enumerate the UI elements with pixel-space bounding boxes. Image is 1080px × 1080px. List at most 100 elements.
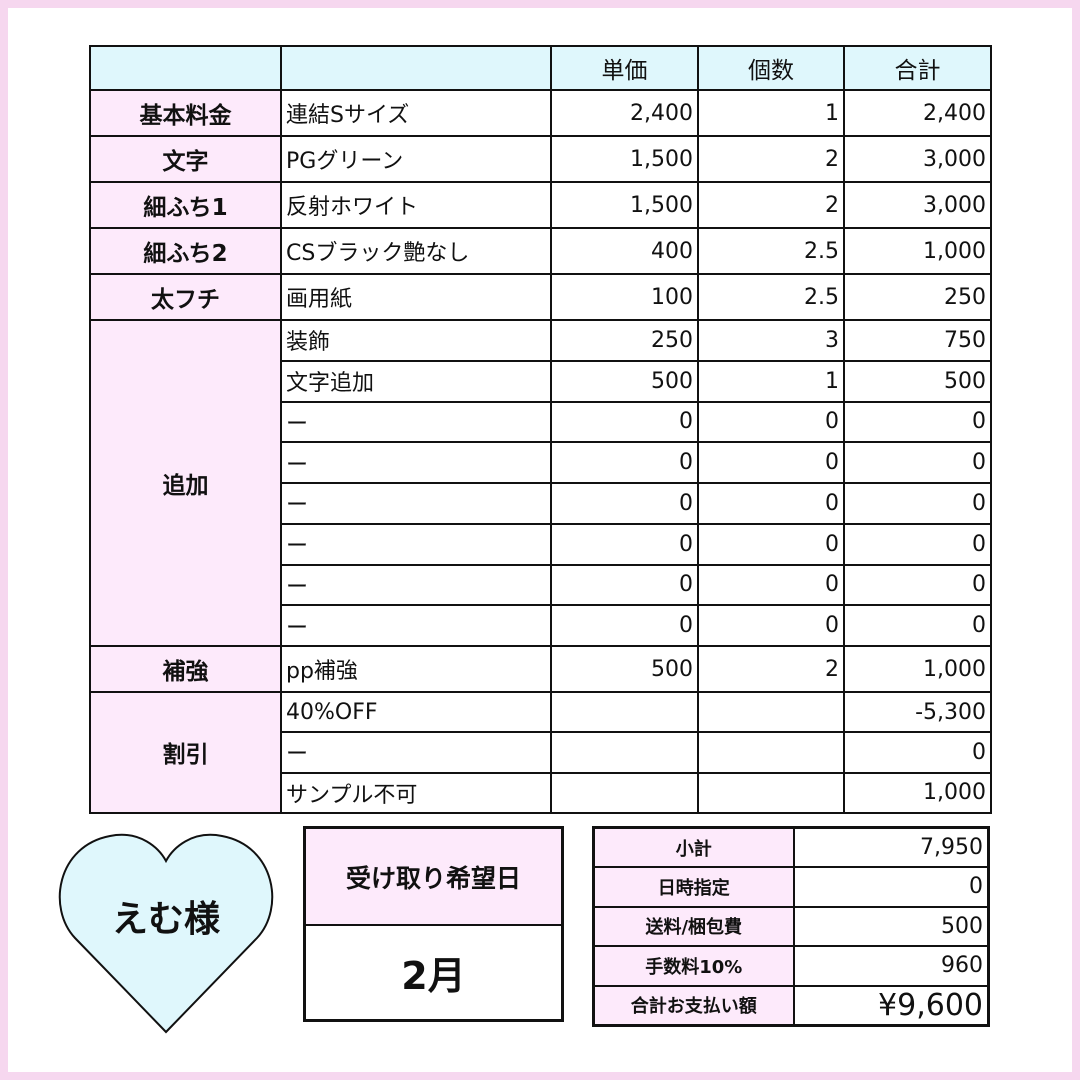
quantity: 3: [697, 319, 845, 362]
item-name: pp補強: [280, 645, 552, 693]
pickup-date-box: 受け取り希望日 2月: [303, 826, 564, 1022]
table-row: 割引 40%OFF -5,300: [89, 690, 992, 814]
summary-row: 送料/梱包費 500: [592, 905, 990, 947]
item-name: 装飾: [280, 319, 552, 362]
header-cell: 合計: [843, 45, 992, 91]
unit-price: 0: [550, 400, 699, 444]
unit-price: 0: [550, 482, 699, 525]
quantity: [697, 731, 845, 774]
summary-row: 合計お支払い額 ¥9,600: [592, 984, 990, 1026]
customer-name: えむ様: [111, 899, 220, 940]
summary-value: 960: [792, 945, 990, 987]
unit-price: 0: [550, 441, 699, 484]
item-name: ー: [280, 400, 552, 444]
item-name: ー: [280, 563, 552, 607]
unit-price: 500: [550, 359, 699, 403]
summary-label: 手数料10%: [592, 945, 795, 987]
table-row: 基本料金 連結Sサイズ 2,400 1 2,400: [89, 89, 992, 137]
quantity: 2: [697, 181, 845, 229]
summary-label: 日時指定: [592, 866, 795, 908]
table-row: 細ふち1 反射ホワイト 1,500 2 3,000: [89, 181, 992, 229]
quantity: [697, 690, 845, 734]
item-name: サンプル不可: [280, 771, 552, 814]
item-name: 文字追加: [280, 359, 552, 403]
unit-price: [550, 690, 699, 734]
quantity: 1: [697, 89, 845, 137]
table-row: 太フチ 画用紙 100 2.5 250: [89, 273, 992, 321]
summary-value: ¥9,600: [792, 984, 990, 1026]
summary-row: 日時指定 0: [592, 866, 990, 908]
header-row: 単価 個数 合計: [89, 45, 992, 91]
header-cell: 個数: [697, 45, 845, 91]
unit-price: 0: [550, 604, 699, 647]
price-table: 単価 個数 合計 基本料金 連結Sサイズ 2,400 1 2,400 文字 PGグリーン 1,500…: [89, 45, 992, 814]
line-total: 1,000: [843, 645, 992, 693]
summary-value: 500: [792, 905, 990, 947]
line-total: 1,000: [843, 771, 992, 814]
summary-label: 送料/梱包費: [592, 905, 795, 947]
item-name: CSブラック艶なし: [280, 227, 552, 275]
summary-row: 手数料10% 960: [592, 945, 990, 987]
table-row: サンプル不可 1,000: [90, 771, 992, 814]
item-name: 画用紙: [280, 273, 552, 321]
line-total: 0: [843, 441, 992, 484]
heart-icon: [58, 833, 274, 1034]
unit-price: 1,500: [550, 135, 699, 183]
summary-value: 7,950: [792, 826, 990, 868]
line-total: 250: [843, 273, 992, 321]
line-total: 0: [843, 731, 992, 774]
header-cell: [89, 45, 282, 91]
line-total: 500: [843, 359, 992, 403]
summary-value: 0: [792, 866, 990, 908]
pickup-date-value: 2月: [401, 954, 466, 998]
summary-label: 小計: [592, 826, 795, 868]
summary-table: 小計 7,950 日時指定 0 送料/梱包費 500 手数料10% 960 合計お支払い額 ¥9,…: [592, 826, 990, 1027]
category-label: 補強: [89, 645, 282, 693]
item-name: ー: [280, 522, 552, 566]
table-row: 補強 pp補強 500 2 1,000: [89, 645, 992, 693]
category-label: 細ふち1: [89, 181, 282, 229]
quantity: 0: [697, 441, 845, 484]
quantity: 0: [697, 563, 845, 607]
header-cell: 単価: [550, 45, 699, 91]
pickup-date-title: 受け取り希望日: [306, 829, 561, 926]
line-total: 0: [843, 604, 992, 647]
item-name: ー: [280, 441, 552, 484]
table-row: 追加 装飾 250 3 750: [89, 319, 992, 647]
unit-price: [550, 731, 699, 774]
item-name: ー: [280, 604, 552, 647]
summary-label: 合計お支払い額: [592, 984, 795, 1026]
item-name: ー: [280, 731, 552, 774]
line-total: -5,300: [843, 690, 992, 734]
line-total: 2,400: [843, 89, 992, 137]
quantity: 0: [697, 482, 845, 525]
item-name: 連結Sサイズ: [280, 89, 552, 137]
item-name: ー: [280, 482, 552, 525]
quantity: 2.5: [697, 273, 845, 321]
category-label: 細ふち2: [89, 227, 282, 275]
item-name: 反射ホワイト: [280, 181, 552, 229]
quantity: 2.5: [697, 227, 845, 275]
category-label: 追加: [89, 319, 282, 647]
table-row: 細ふち2 CSブラック艶なし 400 2.5 1,000: [89, 227, 992, 275]
line-total: 3,000: [843, 135, 992, 183]
quantity: 2: [697, 645, 845, 693]
unit-price: 100: [550, 273, 699, 321]
unit-price: 400: [550, 227, 699, 275]
category-label: 太フチ: [89, 273, 282, 321]
quantity: 0: [697, 522, 845, 566]
unit-price: 2,400: [550, 89, 699, 137]
quantity: 0: [697, 604, 845, 647]
line-total: 3,000: [843, 181, 992, 229]
unit-price: 1,500: [550, 181, 699, 229]
unit-price: 500: [550, 645, 699, 693]
header-cell: [280, 45, 552, 91]
line-total: 0: [843, 482, 992, 525]
unit-price: 250: [550, 319, 699, 362]
item-name: PGグリーン: [280, 135, 552, 183]
